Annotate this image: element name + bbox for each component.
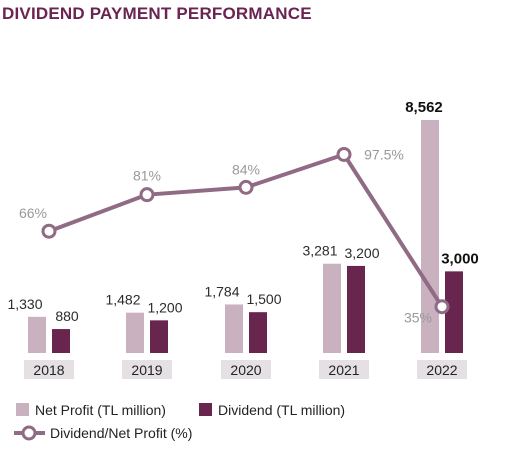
data-label-dividend: 3,200 [344, 245, 379, 261]
bar-dividend [249, 312, 267, 353]
data-label-net-profit: 8,562 [405, 99, 443, 116]
data-label-dividend: 3,000 [441, 250, 479, 267]
legend-label-dividend: Dividend (TL million) [218, 402, 345, 418]
legend-swatch-net-profit [16, 403, 29, 416]
bar-net-profit [126, 312, 144, 353]
legend-label-net-profit: Net Profit (TL million) [35, 402, 166, 418]
ratio-label: 97.5% [364, 146, 404, 162]
ratio-point [238, 179, 254, 195]
legend: Net Profit (TL million) Dividend (TL mil… [14, 402, 345, 441]
ratio-label: 81% [133, 168, 161, 184]
data-label-net-profit: 1,482 [105, 292, 140, 308]
data-label-dividend: 1,500 [246, 291, 281, 307]
x-tick-label: 2018 [33, 362, 64, 378]
ratio-point [336, 146, 352, 162]
bar-net-profit [225, 304, 243, 353]
ratio-point [41, 223, 57, 239]
bars [28, 120, 463, 353]
bar-labels: 1,330 880 1,482 1,200 1,784 1,500 3,281 3,200 8,… [7, 99, 478, 324]
chart-title: DIVIDEND PAYMENT PERFORMANCE [2, 4, 312, 23]
bar-dividend [150, 320, 168, 353]
x-axis-ticks: 2018 2019 2020 2021 2022 [24, 360, 467, 379]
x-tick-label: 2019 [131, 362, 162, 378]
legend-label-ratio: Dividend/Net Profit (%) [50, 425, 192, 441]
bar-net-profit [28, 316, 46, 353]
bar-dividend [347, 265, 365, 353]
data-label-net-profit: 1,784 [204, 283, 239, 299]
x-tick-bg [417, 360, 467, 379]
data-label-net-profit: 1,330 [7, 296, 42, 312]
legend-swatch-dividend [199, 403, 212, 416]
x-tick-label: 2021 [328, 362, 359, 378]
x-tick-bg [122, 360, 172, 379]
legend-marker-icon [21, 425, 37, 441]
ratio-point [434, 299, 450, 315]
ratio-label: 84% [232, 161, 260, 177]
x-tick-bg [24, 360, 74, 379]
data-label-dividend: 1,200 [147, 299, 182, 315]
x-tick-label: 2022 [426, 362, 457, 378]
bar-dividend [445, 271, 463, 353]
ratio-point [139, 187, 155, 203]
x-tick-bg [319, 360, 369, 379]
data-label-dividend: 880 [55, 308, 79, 324]
ratio-label: 35% [404, 310, 432, 326]
x-tick-bg [221, 360, 271, 379]
ratio-label: 66% [19, 205, 47, 221]
data-label-net-profit: 3,281 [302, 243, 337, 259]
x-tick-label: 2020 [230, 362, 261, 378]
bar-net-profit [323, 263, 341, 353]
bar-dividend [52, 329, 70, 353]
ratio-line: 66% 81% 84% 97.5% 35% [19, 146, 450, 326]
